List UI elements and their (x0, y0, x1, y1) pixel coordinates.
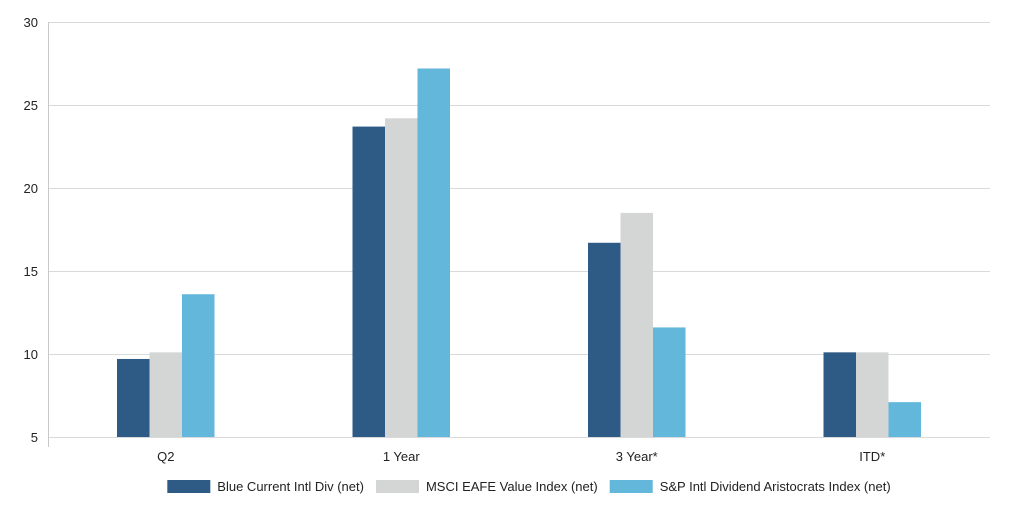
bars-layer (117, 68, 921, 437)
x-tick-labels: Q2 1 Year 3 Year* ITD* (157, 449, 885, 464)
x-tick-label-1-year: 1 Year (383, 449, 421, 464)
legend-label: S&P Intl Dividend Aristocrats Index (net… (660, 479, 891, 494)
bar-msci-eafe-value-index-net-1-year (385, 118, 418, 437)
bar-blue-current-intl-div-net-itd (823, 352, 856, 437)
y-tick-label-5: 5 (31, 430, 38, 445)
x-tick-label-3-year: 3 Year* (616, 449, 658, 464)
bar-msci-eafe-value-index-net-q2 (149, 352, 182, 437)
legend-label: Blue Current Intl Div (net) (217, 479, 364, 494)
bar-blue-current-intl-div-net-3-year (588, 242, 621, 437)
bar-msci-eafe-value-index-net-3-year (620, 212, 653, 437)
legend-swatch (167, 480, 211, 493)
legend-item-msci-eafe-value-index-net: MSCI EAFE Value Index (net) (375, 479, 598, 494)
y-tick-label-20: 20 (24, 181, 38, 196)
legend: Blue Current Intl Div (net) MSCI EAFE Val… (167, 479, 891, 494)
legend-label: MSCI EAFE Value Index (net) (426, 479, 598, 494)
bar-blue-current-intl-div-net-1-year (352, 126, 385, 437)
legend-item-s-p-intl-dividend-aristocrats-index-net: S&P Intl Dividend Aristocrats Index (net… (609, 479, 891, 494)
bar-msci-eafe-value-index-net-itd (856, 352, 889, 437)
x-tick-label-q2: Q2 (157, 449, 174, 464)
bar-s-p-intl-dividend-aristocrats-index-net-q2 (182, 294, 215, 437)
legend-swatch (609, 480, 653, 493)
legend-swatch (375, 480, 419, 493)
bar-blue-current-intl-div-net-q2 (117, 358, 150, 437)
y-tick-label-25: 25 (24, 98, 38, 113)
bar-s-p-intl-dividend-aristocrats-index-net-3-year (653, 327, 686, 437)
bar-s-p-intl-dividend-aristocrats-index-net-itd (888, 402, 921, 437)
y-tick-labels: 5 10 15 20 25 30 (24, 15, 38, 445)
y-tick-label-15: 15 (24, 264, 38, 279)
bar-s-p-intl-dividend-aristocrats-index-net-1-year (417, 68, 450, 437)
y-tick-label-30: 30 (24, 15, 38, 30)
legend-item-blue-current-intl-div-net: Blue Current Intl Div (net) (167, 479, 364, 494)
x-tick-label-itd: ITD* (859, 449, 885, 464)
y-tick-label-10: 10 (24, 347, 38, 362)
